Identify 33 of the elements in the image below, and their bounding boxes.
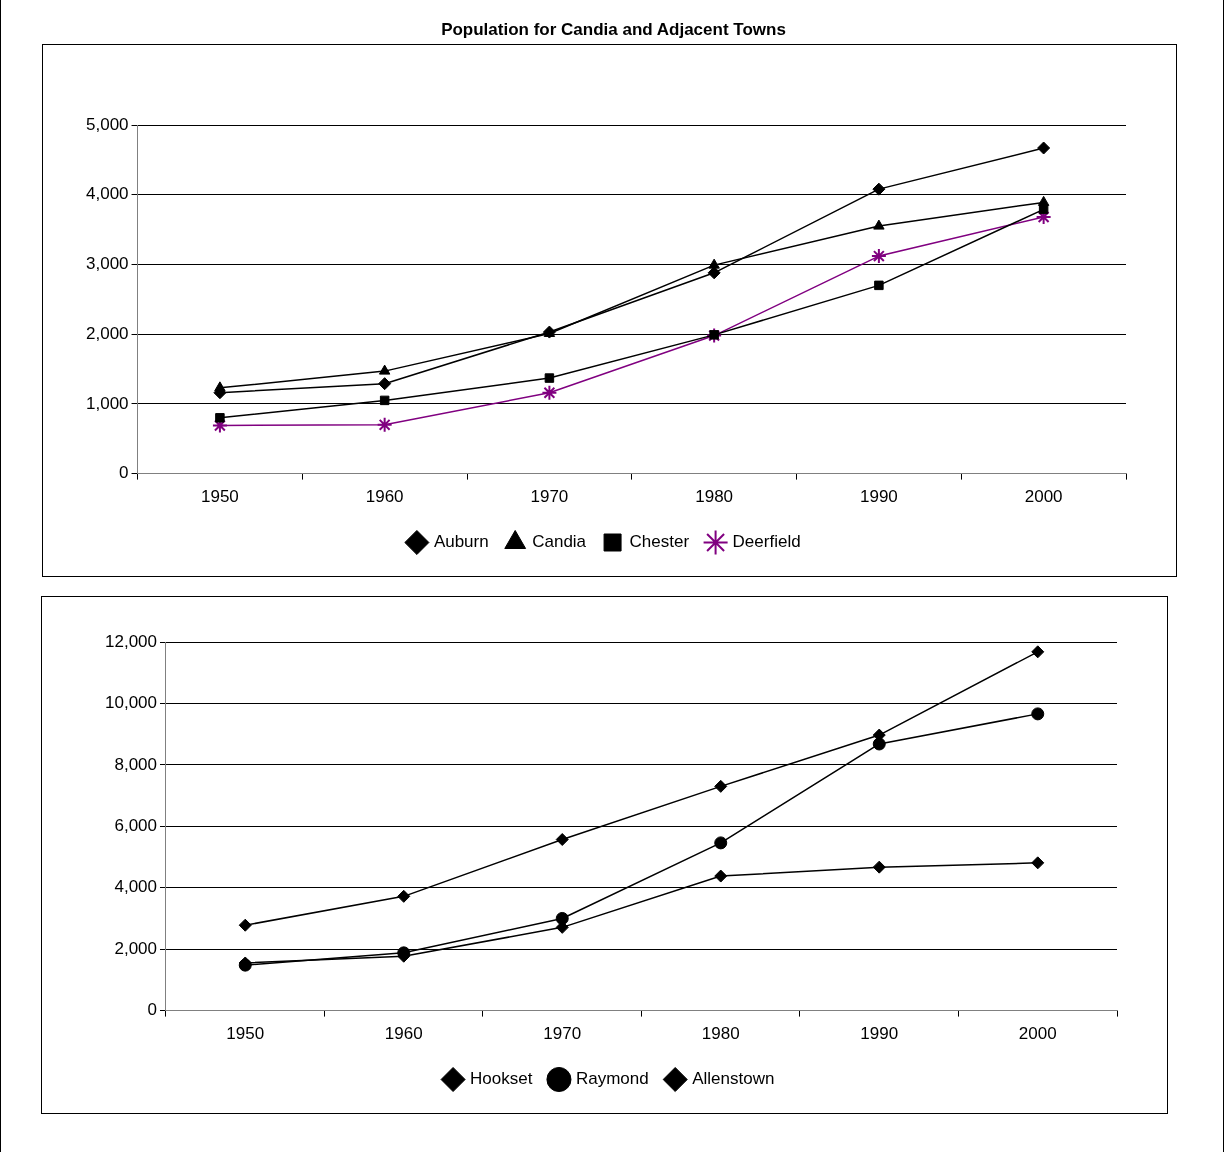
y-tick-label: 2,000	[114, 938, 157, 958]
legend-label: Hookset	[470, 1069, 533, 1089]
x-tick-label: 2000	[1018, 1024, 1057, 1044]
x-tick-label: 1960	[365, 487, 404, 507]
legend-label: Auburn	[433, 532, 489, 552]
x-tick-label: 1970	[543, 1024, 582, 1044]
x-tick-label: 1980	[701, 1024, 740, 1044]
y-tick-label: 0	[147, 1000, 157, 1020]
y-tick-label: 2,000	[85, 323, 129, 343]
chart-title: Population for Candia and Adjacent Towns	[440, 20, 787, 40]
y-tick-label: 4,000	[114, 877, 157, 897]
legend-label: Candia	[532, 532, 587, 552]
legend-label: Allenstown	[692, 1069, 775, 1089]
y-tick-label: 5,000	[85, 114, 129, 134]
y-tick-label: 6,000	[114, 815, 157, 835]
y-tick-label: 10,000	[105, 693, 157, 713]
y-tick-label: 12,000	[105, 631, 157, 651]
x-tick-label: 1990	[860, 1024, 899, 1044]
x-tick-label: 1970	[530, 487, 569, 507]
legend-label: Chester	[629, 532, 690, 552]
y-tick-label: 8,000	[114, 754, 157, 774]
y-tick-label: 4,000	[85, 184, 129, 204]
x-tick-label: 1950	[226, 1024, 265, 1044]
x-tick-label: 1990	[859, 487, 898, 507]
x-tick-label: 1960	[384, 1024, 423, 1044]
y-tick-label: 0	[119, 463, 129, 483]
y-tick-label: 3,000	[85, 254, 129, 274]
legend-label: Deerfield	[732, 532, 801, 552]
y-tick-label: 1,000	[85, 393, 129, 413]
x-tick-label: 1950	[201, 487, 239, 507]
x-tick-label: 1980	[695, 487, 734, 507]
legend-label: Raymond	[575, 1069, 649, 1089]
x-tick-label: 2000	[1024, 487, 1063, 507]
